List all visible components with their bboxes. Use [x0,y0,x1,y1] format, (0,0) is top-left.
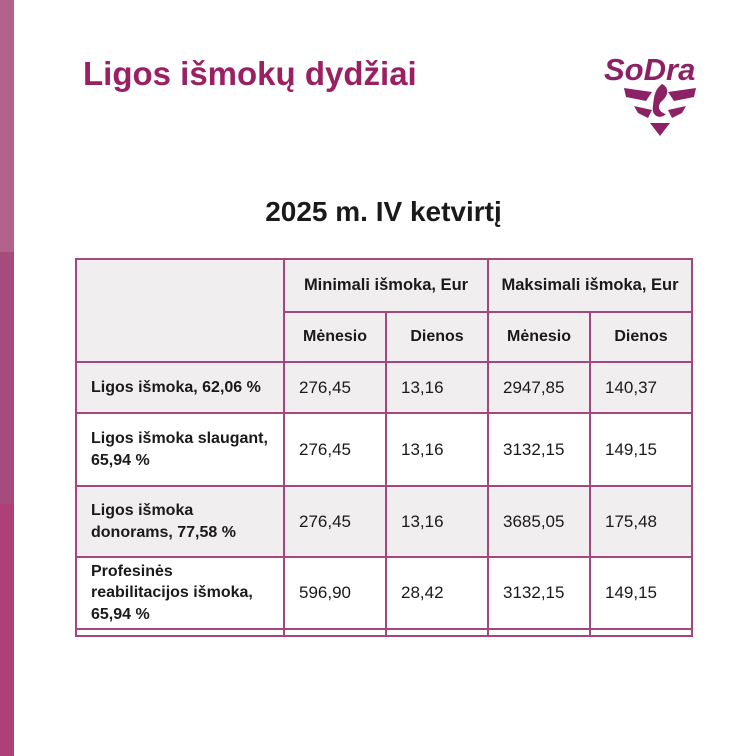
table-row: Ligos išmoka donorams, 77,58 % 276,45 13… [75,485,694,558]
sodra-logo-emblem [624,84,696,136]
cell-value: 276,45 [283,412,387,487]
sodra-logo-text: SoDra [604,52,695,87]
sub-header-dienos-min: Dienos [384,311,490,363]
cell-value: 13,16 [384,412,490,487]
row-label: Profesinės reabilitacijos išmoka, 65,94 … [75,556,285,630]
cell-value: 175,48 [589,485,694,558]
cell-value: 3685,05 [487,485,592,558]
sub-header-menesio-min: Mėnesio [283,311,387,363]
sub-header-menesio-max: Mėnesio [487,311,592,363]
cell-value: 149,15 [589,412,694,487]
table-sub-header-row: Mėnesio Dienos Mėnesio Dienos [76,311,694,363]
table-row: Ligos išmoka slaugant, 65,94 % 276,45 13… [75,412,694,487]
benefits-table: Minimali išmoka, Eur Maksimali išmoka, E… [75,258,694,637]
table-bottom-sliver-row [75,628,694,637]
row-label: Ligos išmoka, 62,06 % [75,361,285,414]
table-row: Ligos išmoka, 62,06 % 276,45 13,16 2947,… [75,361,694,414]
row-label: Ligos išmoka slaugant, 65,94 % [75,412,285,487]
strip-segment-middle [0,252,14,504]
cell-value: 3132,15 [487,556,592,630]
table-row: Profesinės reabilitacijos išmoka, 65,94 … [75,556,694,630]
group-header-minimali: Minimali išmoka, Eur [282,258,490,313]
cell-value: 276,45 [283,361,387,414]
cell-value: 140,37 [589,361,694,414]
row-label: Ligos išmoka donorams, 77,58 % [75,485,285,558]
page-title: Ligos išmokų dydžiai [83,55,417,92]
strip-segment-top [0,0,14,252]
table-corner-cell [75,258,285,363]
cell-value: 149,15 [589,556,694,630]
left-accent-strip [0,0,14,756]
quarter-heading: 2025 m. IV ketvirtį [265,196,502,227]
cell-value: 596,90 [283,556,387,630]
cell-value: 13,16 [384,485,490,558]
cell-value: 276,45 [283,485,387,558]
strip-segment-bottom [0,504,14,756]
cell-value: 2947,85 [487,361,592,414]
cell-value: 3132,15 [487,412,592,487]
group-header-maksimali: Maksimali išmoka, Eur [487,258,694,313]
sub-header-dienos-max: Dienos [589,311,694,363]
table-group-header-row: Minimali išmoka, Eur Maksimali išmoka, E… [75,258,694,363]
cell-value: 28,42 [384,556,490,630]
sodra-logo-icon: SoDra [604,52,696,136]
cell-value: 13,16 [384,361,490,414]
